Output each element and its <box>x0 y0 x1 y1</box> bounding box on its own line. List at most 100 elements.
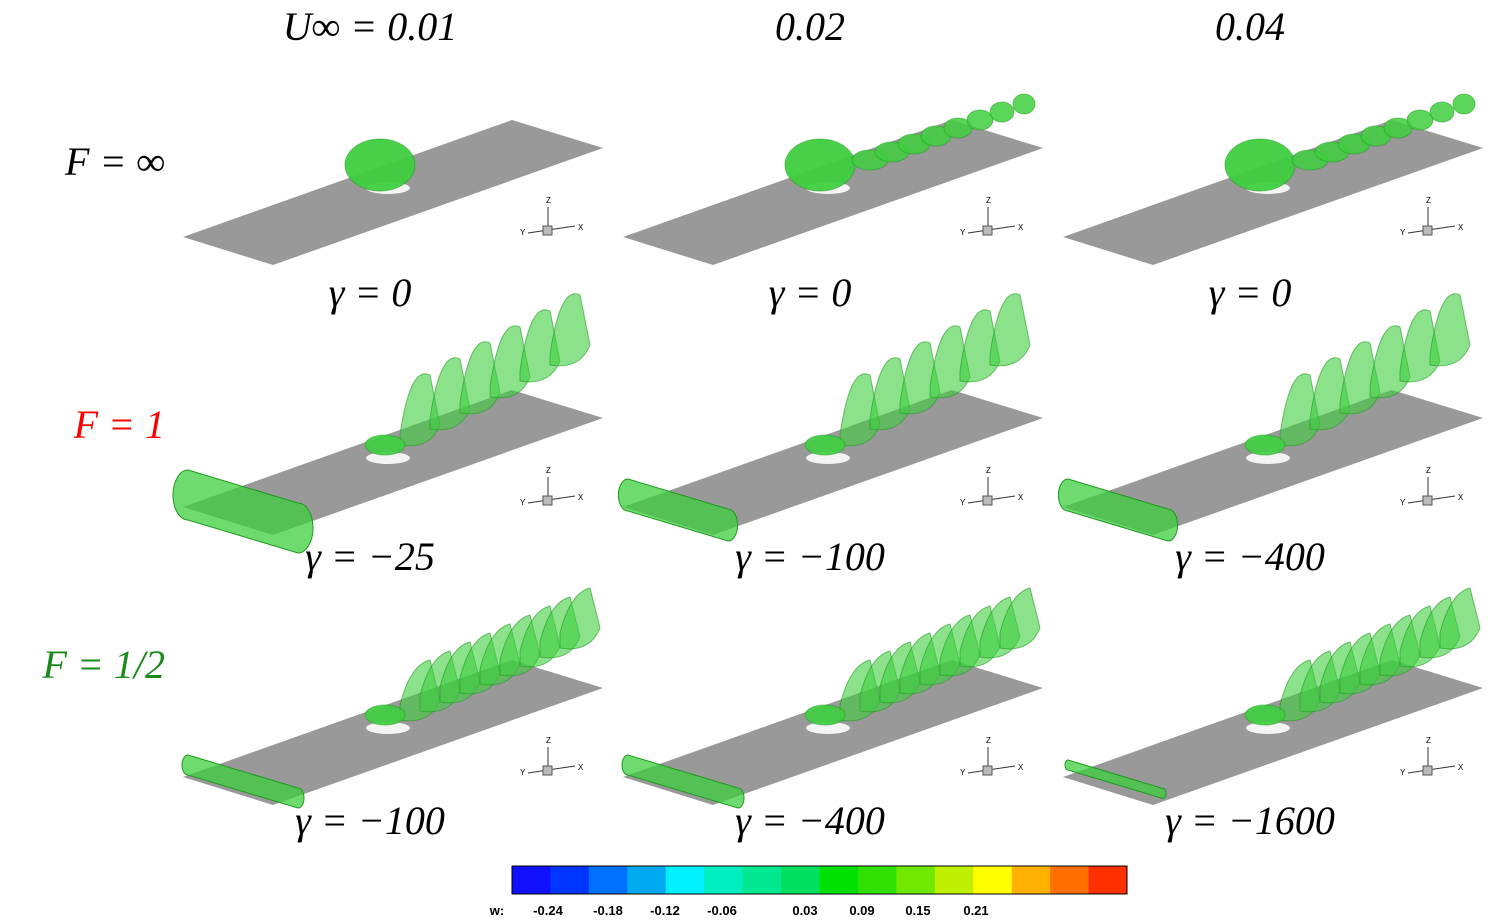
colorbar-segment <box>627 866 666 894</box>
triad-label: Y <box>1400 228 1406 237</box>
figure: U∞ = 0.010.020.04F = ∞ZXYγ = 0ZXYγ = 0ZX… <box>0 0 1491 922</box>
colorbar-segment <box>973 866 1012 894</box>
colorbar-segment <box>935 866 974 894</box>
colorbar-title: w: <box>489 903 504 918</box>
colorbar-segment <box>896 866 935 894</box>
gamma-label: γ = −25 <box>305 534 435 579</box>
triad-box <box>543 766 552 775</box>
row-label: F = 1 <box>73 402 165 447</box>
column-header: 0.02 <box>775 4 845 49</box>
colorbar-tick-label: -0.18 <box>593 903 623 918</box>
colorbar-segment <box>820 866 859 894</box>
isosurface <box>1453 94 1475 114</box>
colorbar-segment <box>743 866 782 894</box>
gamma-label: γ = −400 <box>1175 534 1325 579</box>
triad-label: Z <box>546 466 551 475</box>
triad-label: Z <box>986 736 991 745</box>
colorbar-segment <box>666 866 705 894</box>
triad-box <box>543 496 552 505</box>
isosurface <box>785 139 855 191</box>
isosurface <box>1430 294 1470 366</box>
triad-label: Y <box>520 498 526 507</box>
triad-label: Z <box>546 196 551 205</box>
triad-box <box>543 226 552 235</box>
isosurface <box>560 588 600 649</box>
colorbar-tick-label: -0.24 <box>533 903 563 918</box>
colorbar-tick-label: 0.03 <box>792 903 817 918</box>
colorbar-segment <box>781 866 820 894</box>
row-label: F = ∞ <box>64 139 165 184</box>
isosurface <box>1407 110 1433 130</box>
colorbar-segment <box>589 866 628 894</box>
triad-box <box>1423 226 1432 235</box>
triad-label: Y <box>960 768 966 777</box>
isosurface <box>967 110 993 130</box>
gamma-label: γ = −1600 <box>1165 798 1335 843</box>
colorbar-tick-label: -0.06 <box>707 903 737 918</box>
isosurface <box>1245 705 1285 725</box>
isosurface <box>1440 588 1480 649</box>
triad-box <box>983 766 992 775</box>
triad-label: Z <box>546 736 551 745</box>
triad-label: X <box>1458 493 1464 502</box>
triad-label: X <box>578 763 584 772</box>
triad-label: Y <box>520 228 526 237</box>
colorbar-segment <box>704 866 743 894</box>
triad-label: X <box>578 493 584 502</box>
triad-box <box>983 496 992 505</box>
isosurface <box>365 435 405 455</box>
panel: Z X Yγ = 0 <box>1063 94 1483 315</box>
isosurface <box>365 705 405 725</box>
colorbar-tick-label: 0.21 <box>963 903 988 918</box>
colorbar-segment <box>1089 866 1128 894</box>
panel: Z X Yγ = −100 <box>618 294 1043 579</box>
triad-label: X <box>1018 763 1024 772</box>
isosurface <box>990 102 1014 122</box>
panel: ZXYγ = −100 <box>182 588 603 843</box>
triad-label: X <box>1458 223 1464 232</box>
colorbar-tick-label: 0.09 <box>849 903 874 918</box>
triad-label: X <box>1018 223 1024 232</box>
isosurface <box>805 435 845 455</box>
triad-label: X <box>578 223 584 232</box>
triad-box <box>1423 766 1432 775</box>
panel: ZXYγ = −400 <box>1058 294 1483 579</box>
isosurface <box>1245 435 1285 455</box>
triad-label: Y <box>1400 498 1406 507</box>
colorbar-segment <box>858 866 897 894</box>
triad-label: Y <box>960 498 966 507</box>
colorbar-segment <box>512 866 551 894</box>
triad-label: Z <box>1426 196 1431 205</box>
column-header: U∞ = 0.01 <box>283 4 457 49</box>
row-label: F = 1/2 <box>41 642 165 687</box>
gamma-label: γ = 0 <box>1209 270 1292 315</box>
gamma-label: γ = −100 <box>735 534 885 579</box>
isosurface <box>345 139 415 191</box>
isosurface <box>990 294 1030 366</box>
triad-label: X <box>1018 493 1024 502</box>
isosurface <box>550 294 590 366</box>
panel: Z X Yγ = −400 <box>622 588 1043 843</box>
gamma-label: γ = −100 <box>295 798 445 843</box>
isosurface <box>1013 94 1035 114</box>
gamma-label: γ = 0 <box>769 270 852 315</box>
isosurface <box>805 705 845 725</box>
colorbar-segment <box>1050 866 1089 894</box>
gamma-label: γ = 0 <box>329 270 412 315</box>
triad-label: Z <box>986 466 991 475</box>
triad-label: Y <box>1400 768 1406 777</box>
colorbar-tick-label: -0.12 <box>650 903 680 918</box>
isosurface <box>1000 588 1040 649</box>
colorbar-segment <box>1012 866 1051 894</box>
triad-box <box>1423 496 1432 505</box>
triad-label: Z <box>986 196 991 205</box>
colorbar-segment <box>550 866 589 894</box>
panel: Z X Yγ = 0 <box>183 120 603 315</box>
triad-box <box>983 226 992 235</box>
colorbar-tick-label: 0.15 <box>905 903 930 918</box>
triad-label: Z <box>1426 736 1431 745</box>
gamma-label: γ = −400 <box>735 798 885 843</box>
isosurface <box>1430 102 1454 122</box>
